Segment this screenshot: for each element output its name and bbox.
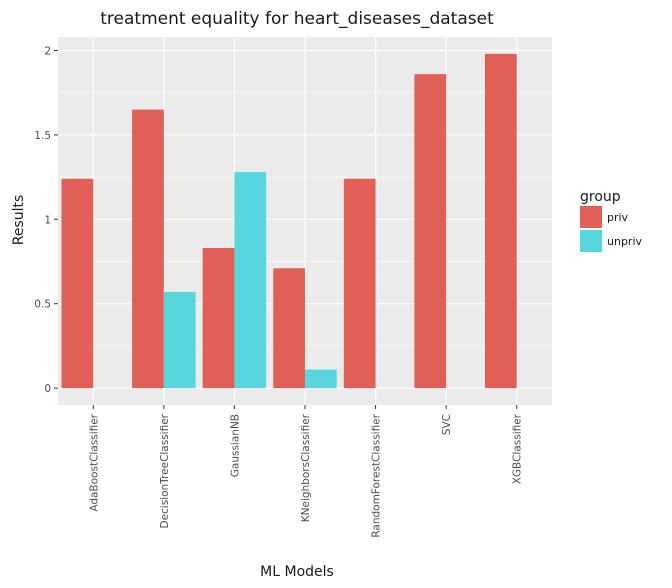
y-tick-label: 2	[44, 46, 51, 58]
chart-title: treatment equality for heart_diseases_da…	[100, 9, 494, 29]
bar-priv-XGBClassifier	[484, 53, 517, 389]
x-tick-label: DecisionTreeClassifier	[159, 413, 171, 528]
y-tick-label: 1.5	[34, 130, 51, 142]
y-tick-label: 0.5	[34, 299, 51, 311]
x-tick-label: GaussianNB	[229, 414, 241, 477]
bar-unpriv-KNeighborsClassifier	[305, 369, 337, 389]
bar-unpriv-GaussianNB	[234, 172, 267, 389]
y-axis-title: Results	[11, 195, 27, 246]
bar-priv-GaussianNB	[202, 248, 235, 389]
legend-swatch-unpriv	[580, 230, 602, 252]
x-tick-label: SVC	[441, 414, 453, 435]
bar-priv-KNeighborsClassifier	[273, 268, 305, 389]
x-tick-label: XGBClassifier	[512, 413, 524, 484]
legend-label-unpriv: unpriv	[607, 235, 643, 248]
bar-priv-RandomForestClassifier	[343, 178, 376, 389]
x-tick-label: AdaBoostClassifier	[88, 413, 100, 511]
legend-label-priv: priv	[607, 211, 629, 224]
y-axis: 0 0.5 1 1.5 2	[34, 46, 58, 395]
legend: group priv unpriv	[580, 189, 643, 252]
bar-priv-SVC	[414, 74, 447, 389]
y-tick-label: 0	[44, 383, 51, 395]
x-tick-label: KNeighborsClassifier	[300, 413, 312, 522]
bar-unpriv-DecisionTreeClassifier	[163, 291, 196, 389]
x-tick-label: RandomForestClassifier	[371, 413, 383, 537]
x-axis-title: ML Models	[260, 564, 334, 580]
bars	[61, 53, 517, 389]
bar-priv-DecisionTreeClassifier	[132, 109, 164, 389]
legend-title: group	[580, 189, 621, 205]
y-tick-label: 1	[44, 214, 51, 226]
legend-swatch-priv	[580, 206, 602, 228]
bar-priv-AdaBoostClassifier	[61, 178, 94, 389]
x-axis: AdaBoostClassifier DecisionTreeClassifier…	[88, 405, 524, 538]
